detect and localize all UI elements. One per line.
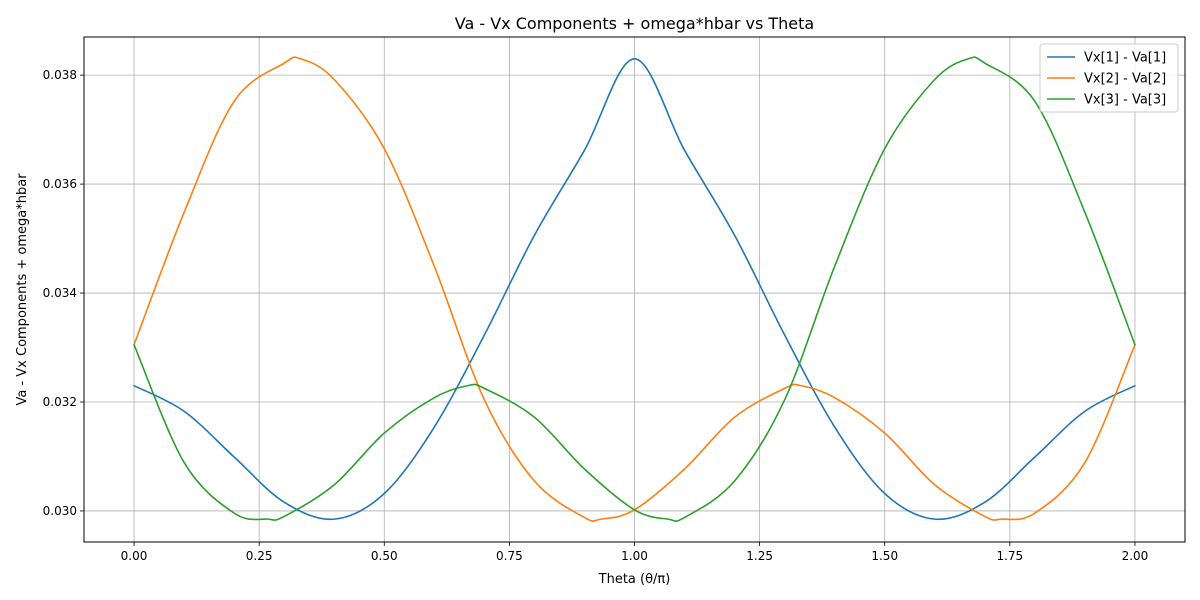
series-line-2 — [133, 56, 1136, 522]
y-tick-label: 0.030 — [43, 504, 77, 518]
series-line-1 — [133, 57, 1136, 521]
legend-label-1: Vx[1] - Va[1] — [1084, 51, 1166, 66]
chart-title: Va - Vx Components + omega*hbar vs Theta — [455, 14, 814, 33]
y-tick-label: 0.038 — [43, 68, 77, 82]
y-tick-label: 0.036 — [43, 177, 77, 191]
x-tick-label: 0.75 — [496, 549, 523, 563]
x-tick-label: 0.50 — [371, 549, 398, 563]
x-tick-label: 1.00 — [621, 549, 648, 563]
x-tick-label: 2.00 — [1122, 549, 1149, 563]
x-tick-label: 0.25 — [246, 549, 273, 563]
x-tick-label: 0.00 — [121, 549, 148, 563]
legend-label-2: Vx[2] - Va[2] — [1084, 72, 1166, 87]
series-line-3 — [133, 56, 1136, 522]
y-tick-label: 0.034 — [43, 286, 77, 300]
x-tick-label: 1.75 — [996, 549, 1023, 563]
x-tick-label: 1.50 — [871, 549, 898, 563]
x-axis-label: Theta (θ/π) — [598, 572, 671, 587]
legend: Vx[1] - Va[1] Vx[2] - Va[2] Vx[3] - Va[3] — [1039, 43, 1179, 113]
y-axis-label: Va - Vx Components + omega*hbar — [15, 173, 30, 406]
legend-box — [1039, 43, 1179, 113]
y-tick-label: 0.032 — [43, 395, 77, 409]
y-axis-ticks: 0.030 0.032 0.034 0.036 0.038 — [43, 68, 84, 518]
x-tick-label: 1.25 — [746, 549, 773, 563]
grid — [84, 37, 1185, 542]
legend-label-3: Vx[3] - Va[3] — [1084, 93, 1166, 108]
series-lines — [133, 56, 1136, 522]
x-axis-ticks: 0.00 0.25 0.50 0.75 1.00 1.25 1.50 1.75 2.00 — [121, 542, 1149, 563]
